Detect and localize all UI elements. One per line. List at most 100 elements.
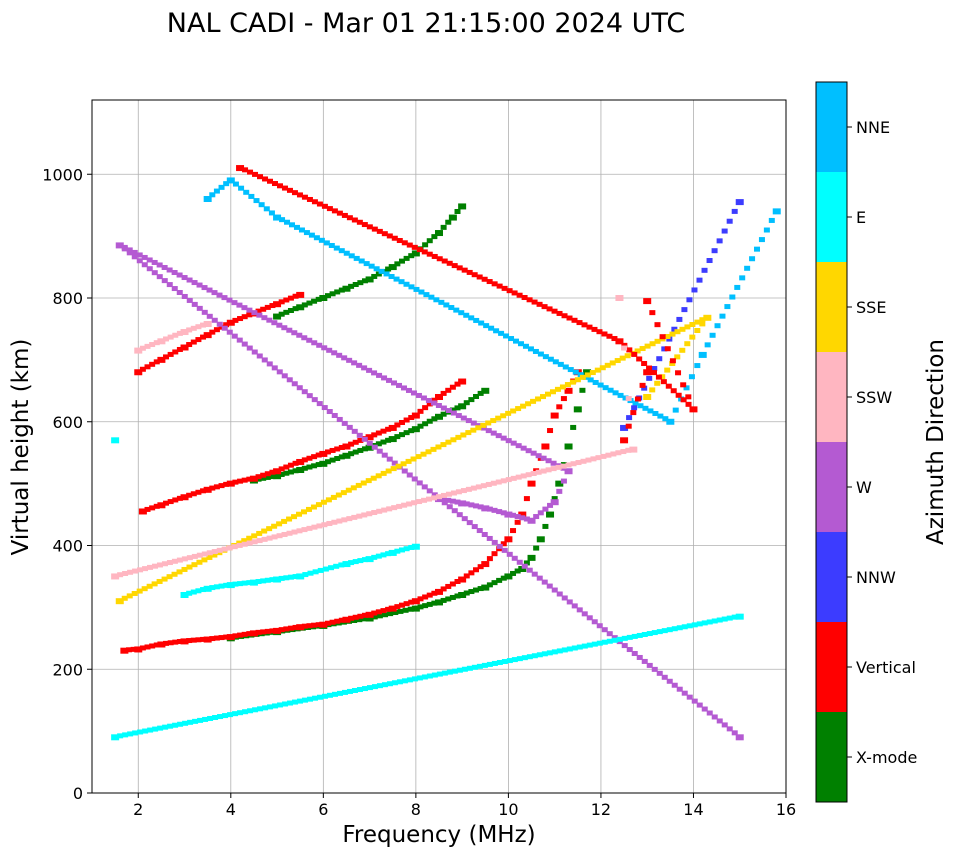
echo-mark (241, 631, 248, 637)
echo-mark (286, 327, 293, 333)
echo-mark (371, 273, 378, 279)
echo-mark (530, 450, 537, 456)
echo-mark (156, 562, 163, 568)
colorbar-segment (816, 712, 847, 802)
echo-mark (435, 599, 443, 606)
echo-mark (581, 643, 588, 649)
colorbar-tick-label: NNE (856, 118, 890, 137)
echo-mark (352, 559, 359, 565)
echo-mark (415, 454, 422, 460)
echo-mark (190, 325, 197, 331)
echo-mark (473, 503, 480, 509)
echo-mark (283, 309, 290, 315)
echo-mark (594, 367, 601, 373)
echo-mark (536, 536, 545, 543)
echo-mark (488, 325, 495, 331)
echo-mark (433, 297, 440, 303)
echo-mark (371, 610, 378, 616)
echo-mark (134, 369, 143, 376)
echo-mark (311, 454, 318, 460)
echo-mark (641, 658, 648, 664)
echo-mark (186, 297, 193, 303)
echo-mark (436, 256, 443, 262)
echo-mark (142, 566, 149, 572)
colorbar-tick-label: NNW (856, 568, 896, 587)
echo-mark (166, 574, 173, 580)
echo-mark (564, 468, 573, 475)
echo-mark (500, 413, 507, 419)
echo-mark (589, 370, 596, 376)
echo-mark (478, 320, 485, 326)
echo-mark (758, 237, 765, 243)
echo-mark (292, 293, 299, 299)
echo-mark (361, 616, 368, 622)
echo-mark (319, 295, 328, 301)
echo-mark (525, 472, 532, 478)
echo-mark (637, 403, 644, 409)
echo-mark (411, 250, 420, 257)
echo-mark (237, 581, 244, 587)
echo-mark (358, 258, 365, 264)
echo-mark (371, 554, 378, 560)
echo-mark (463, 590, 470, 596)
echo-mark (411, 598, 420, 605)
echo-mark (161, 561, 168, 567)
echo-mark (381, 375, 388, 381)
echo-mark (316, 342, 323, 348)
echo-mark (218, 483, 225, 489)
echo-mark (533, 514, 540, 520)
echo-mark (142, 728, 149, 734)
echo-mark (735, 199, 744, 206)
echo-mark (604, 362, 611, 368)
echo-mark (153, 642, 160, 648)
echo-mark (591, 326, 598, 332)
echo-mark (426, 488, 433, 494)
echo-mark (186, 277, 193, 283)
echo-mark (375, 609, 382, 615)
echo-mark (261, 357, 268, 363)
echo-mark (480, 483, 487, 489)
echo-mark (505, 438, 512, 444)
echo-mark (126, 247, 133, 253)
echo-mark (325, 497, 332, 503)
echo-mark (361, 446, 368, 452)
echo-mark (701, 706, 708, 712)
echo-mark (676, 316, 683, 322)
colorbar-tick-label: SSW (856, 388, 892, 407)
echo-mark (620, 449, 627, 455)
echo-mark (255, 579, 262, 585)
echo-mark (554, 386, 561, 392)
echo-mark (575, 460, 582, 466)
x-tick-label: 14 (683, 800, 703, 819)
echo-mark (615, 338, 624, 345)
echo-mark (171, 270, 178, 276)
echo-mark (394, 604, 401, 610)
echo-mark (768, 217, 775, 223)
echo-mark (209, 485, 216, 491)
echo-mark (514, 514, 521, 520)
echo-mark (176, 346, 183, 352)
echo-mark (195, 337, 202, 343)
echo-mark (334, 446, 341, 452)
echo-mark (466, 665, 473, 671)
echo-mark (556, 648, 563, 654)
echo-mark (684, 341, 691, 347)
echo-mark (223, 582, 230, 588)
echo-mark (195, 324, 202, 330)
echo-mark (311, 199, 318, 205)
echo-mark (201, 557, 208, 563)
echo-mark (186, 492, 193, 498)
echo-mark (636, 356, 643, 362)
echo-mark (286, 530, 293, 536)
echo-mark (422, 603, 429, 609)
echo-mark (203, 320, 212, 327)
x-tick-label: 6 (318, 800, 328, 819)
echo-mark (491, 660, 498, 666)
echo-mark (631, 651, 638, 657)
echo-mark (579, 374, 586, 380)
echo-mark (500, 435, 507, 441)
echo-mark (301, 335, 308, 341)
data-layer (111, 165, 781, 741)
echo-mark (703, 314, 712, 321)
echo-mark (180, 494, 189, 501)
